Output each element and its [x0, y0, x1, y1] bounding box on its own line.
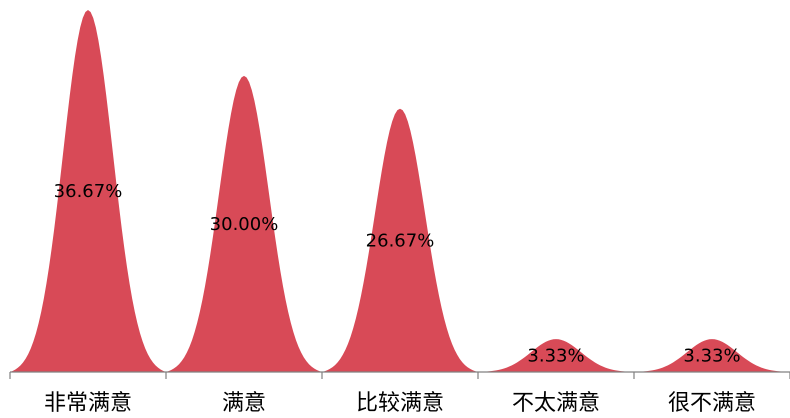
category-label: 满意 — [222, 391, 266, 416]
category-label: 很不满意 — [668, 391, 756, 416]
data-label: 36.67% — [54, 181, 123, 202]
peak-4 — [478, 339, 634, 372]
peak-2 — [166, 75, 322, 372]
data-label: 3.33% — [683, 346, 740, 367]
peak-5 — [634, 339, 790, 372]
category-label: 不太满意 — [512, 391, 600, 416]
data-labels: 36.67% 30.00% 26.67% 3.33% 3.33% — [54, 181, 741, 367]
peak-3 — [322, 108, 478, 372]
category-label: 比较满意 — [356, 391, 444, 416]
category-label: 非常满意 — [44, 391, 132, 416]
data-label: 26.67% — [366, 230, 435, 251]
data-label: 3.33% — [527, 346, 584, 367]
peak-series — [10, 10, 790, 372]
x-axis-ticks — [9, 372, 790, 379]
data-label: 30.00% — [210, 214, 279, 235]
category-labels: 非常满意 满意 比较满意 不太满意 很不满意 — [44, 391, 756, 416]
peak-1 — [10, 10, 166, 372]
